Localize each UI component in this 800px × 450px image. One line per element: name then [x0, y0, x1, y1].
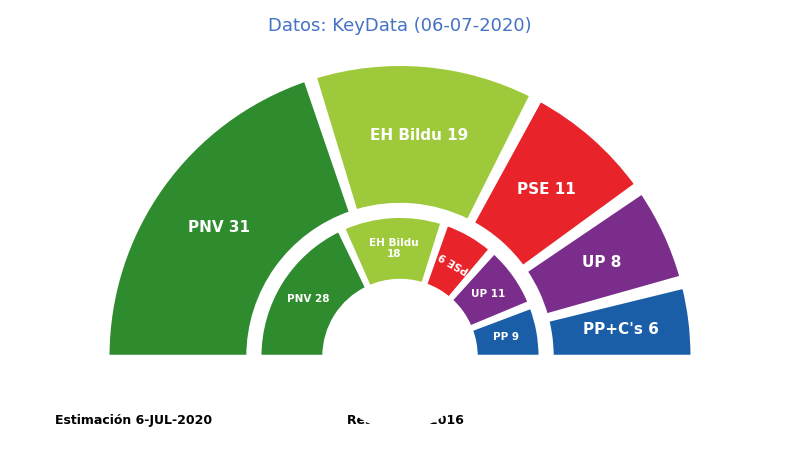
Text: Estimación 6-JUL-2020: Estimación 6-JUL-2020	[55, 414, 212, 428]
Text: PSE 11: PSE 11	[517, 182, 576, 197]
Text: EH Bildu 19: EH Bildu 19	[370, 128, 468, 143]
Text: PNV 28: PNV 28	[287, 294, 330, 304]
Text: UP 11: UP 11	[471, 289, 506, 299]
Wedge shape	[473, 100, 636, 267]
Text: UP 8: UP 8	[582, 255, 621, 270]
Wedge shape	[315, 64, 531, 220]
Text: PNV 31: PNV 31	[188, 220, 250, 235]
Text: PP+C's 6: PP+C's 6	[582, 322, 658, 338]
Wedge shape	[260, 230, 367, 356]
Text: Resultados 2016: Resultados 2016	[347, 414, 464, 428]
Text: PP 9: PP 9	[494, 332, 519, 342]
Wedge shape	[426, 224, 490, 298]
Circle shape	[327, 284, 473, 430]
Text: EH Bildu
18: EH Bildu 18	[370, 238, 419, 259]
Wedge shape	[547, 287, 692, 356]
Text: Datos: KeyData (06-07-2020): Datos: KeyData (06-07-2020)	[268, 17, 532, 35]
Wedge shape	[343, 216, 442, 287]
Wedge shape	[451, 252, 530, 327]
Wedge shape	[108, 80, 350, 356]
Wedge shape	[526, 193, 682, 315]
Wedge shape	[471, 307, 540, 356]
Text: PSE 9: PSE 9	[437, 250, 470, 275]
